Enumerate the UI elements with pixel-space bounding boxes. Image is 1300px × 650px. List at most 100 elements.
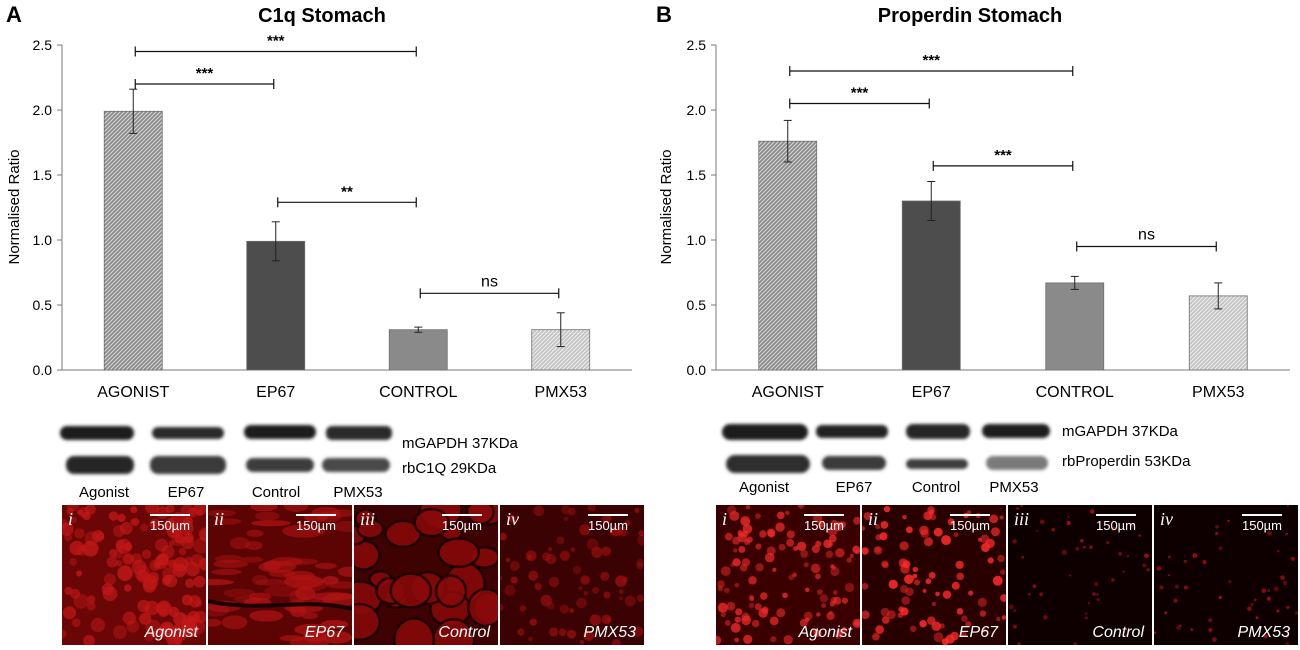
micrograph-background	[1154, 505, 1298, 645]
blot-band	[822, 456, 886, 470]
blot-band	[244, 425, 316, 439]
y-tick-label: 1.5	[33, 167, 53, 183]
blot-band	[246, 458, 314, 472]
micrograph-numeral: iii	[1014, 509, 1029, 529]
significance-label: **	[341, 183, 353, 200]
bar-control	[1045, 282, 1105, 371]
western-blot-a: mGAPDH 37KDa rbC1Q 29KDa Agonist EP67 Co…	[60, 425, 519, 501]
micrograph-agonist: 150µm i Agonist	[716, 505, 860, 645]
blot-band	[906, 459, 968, 469]
y-axis-label-b: Normalised Ratio	[658, 149, 675, 264]
x-category-label: AGONIST	[97, 384, 169, 401]
y-tick-label: 1.0	[687, 232, 707, 248]
micrograph-caption: EP67	[305, 624, 345, 641]
chart-title-b: Properdin Stomach	[878, 5, 1062, 27]
panel-a: A C1q Stomach Normalised Ratio 0.0 0.5 1.0…	[6, 2, 644, 645]
western-blot-b: mGAPDH 37KDa rbProperdin 53KDa Agonist E…	[722, 423, 1191, 496]
blot-band-label: rbC1Q 29KDa	[402, 460, 497, 477]
scale-bar-label: 150µm	[150, 518, 190, 533]
scale-bar-label: 150µm	[296, 518, 336, 533]
scale-bar-label: 150µm	[804, 518, 844, 533]
y-tick-label: 2.0	[33, 102, 53, 118]
micrograph-numeral: iv	[506, 509, 519, 529]
blot-band-label: rbProperdin 53KDa	[1062, 453, 1191, 470]
micrographs-a: 150µm i Agonist 150µm ii EP67 150µm iii Control 1…	[62, 505, 644, 645]
micrograph-texture	[500, 505, 644, 645]
micrograph-numeral: i	[722, 509, 727, 529]
panel-letter-a: A	[6, 2, 22, 27]
y-tick-label: 0.0	[33, 362, 53, 378]
micrograph-caption: Control	[438, 624, 490, 641]
micrograph-texture	[716, 505, 860, 645]
significance-label: ***	[994, 147, 1012, 164]
micrograph-texture	[1154, 505, 1298, 645]
blot-band	[60, 426, 134, 440]
x-category-label: EP67	[256, 384, 295, 401]
blot-band	[986, 456, 1048, 470]
plot-area-b: 0.0 0.5 1.0 1.5 2.0 2.5 AGONIST EP67 CONTROL PMX5…	[687, 37, 1290, 401]
micrograph-caption: PMX53	[1238, 624, 1291, 641]
micrograph-ep67: 150µm ii EP67	[208, 505, 352, 645]
blot-band-label: mGAPDH 37KDa	[402, 435, 519, 452]
blot-band	[816, 425, 888, 438]
blot-lane-label: Agonist	[739, 479, 790, 496]
y-tick-label: 1.0	[33, 232, 53, 248]
significance-label: ***	[922, 52, 940, 69]
bar-ep67	[901, 200, 961, 371]
micrograph-caption: Agonist	[798, 624, 853, 641]
micrograph-caption: EP67	[959, 624, 999, 641]
blot-band	[982, 424, 1050, 438]
micrograph-texture	[1008, 505, 1150, 645]
significance-label: ns	[481, 273, 498, 290]
scale-bar-label: 150µm	[588, 518, 628, 533]
y-tick-label: 2.5	[33, 37, 53, 53]
blot-band	[722, 424, 808, 440]
blot-band	[326, 426, 392, 440]
blot-band-label: mGAPDH 37KDa	[1062, 423, 1179, 440]
micrograph-caption: Control	[1092, 624, 1144, 641]
y-tick-label: 2.0	[687, 102, 707, 118]
micrograph-texture	[208, 505, 352, 645]
blot-band	[152, 427, 224, 439]
y-tick-label: 2.5	[687, 37, 707, 53]
blot-lane-label: PMX53	[333, 484, 382, 501]
micrograph-numeral: ii	[214, 509, 224, 529]
micrograph-caption: PMX53	[584, 624, 637, 641]
x-category-label: AGONIST	[752, 384, 824, 401]
micrograph-numeral: ii	[868, 509, 878, 529]
y-tick-label: 0.5	[687, 297, 707, 313]
bar-agonist	[758, 140, 818, 371]
micrograph-texture	[862, 505, 1006, 645]
plot-area-a: 0.0 0.5 1.0 1.5 2.0 2.5 AGONIST EP67 CONTROL PMX5…	[33, 33, 632, 401]
blot-lane-label: EP67	[168, 484, 205, 501]
panel-b: B Properdin Stomach Normalised Ratio 0.0…	[656, 2, 1298, 645]
significance-label: ***	[267, 33, 285, 50]
micrograph-caption: Agonist	[144, 624, 199, 641]
micrograph-background	[1008, 505, 1152, 645]
micrograph-numeral: iv	[1160, 509, 1173, 529]
scale-bar-label: 150µm	[1242, 518, 1282, 533]
significance-label: ***	[196, 65, 214, 82]
blot-band	[322, 458, 390, 472]
scale-bar-label: 150µm	[950, 518, 990, 533]
blot-lane-label: PMX53	[989, 479, 1038, 496]
x-category-label: CONTROL	[1036, 384, 1114, 401]
micrograph-pmx53: 150µm iv PMX53	[1154, 505, 1298, 645]
x-category-label: CONTROL	[379, 384, 457, 401]
bar-ep67	[246, 240, 306, 371]
x-category-label: EP67	[912, 384, 951, 401]
significance-label: ***	[851, 85, 869, 102]
blot-band	[906, 424, 970, 439]
bar-agonist	[103, 110, 163, 371]
bar-control	[388, 329, 448, 371]
micrograph-numeral: i	[68, 509, 73, 529]
micrograph-control: 150µm iii Control	[1008, 505, 1152, 645]
x-category-label: PMX53	[535, 384, 588, 401]
y-tick-label: 0.0	[687, 362, 707, 378]
blot-lane-label: EP67	[836, 479, 873, 496]
micrograph-texture	[62, 505, 206, 645]
chart-title-a: C1q Stomach	[258, 5, 386, 27]
micrograph-agonist: 150µm i Agonist	[62, 505, 206, 645]
micrograph-numeral: iii	[360, 509, 375, 529]
